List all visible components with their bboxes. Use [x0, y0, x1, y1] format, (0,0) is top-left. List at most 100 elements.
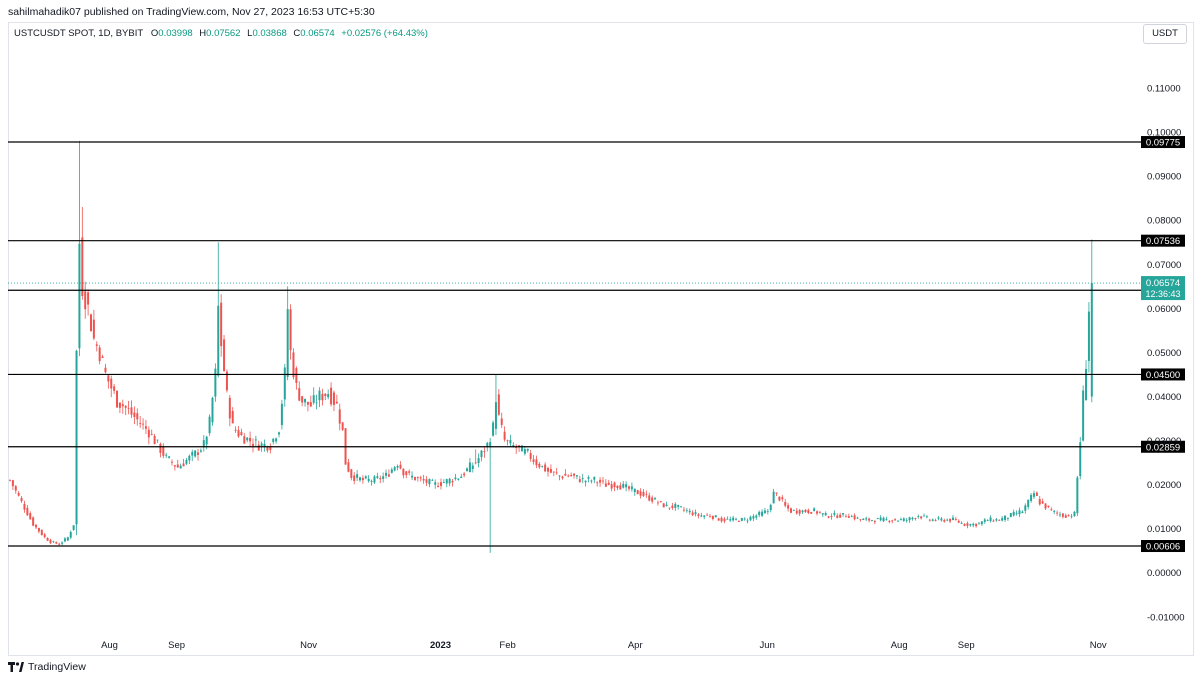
- candle-body: [656, 502, 659, 504]
- candle-body: [32, 517, 35, 526]
- y-tick-label: 0.00000: [1147, 568, 1181, 579]
- candle-body: [457, 478, 460, 480]
- low-value: 0.03868: [252, 28, 287, 39]
- candle-body: [1056, 512, 1059, 514]
- candle-body: [466, 468, 469, 471]
- candle-body: [978, 522, 981, 524]
- level-label-bg: [1141, 440, 1185, 453]
- candle-body: [471, 465, 474, 470]
- candle-body: [587, 477, 590, 479]
- chart-frame: [8, 22, 1194, 656]
- time-axis: Aug Sep Nov 2023 Feb Apr Jun Aug Sep Nov: [101, 640, 1107, 651]
- candle-body: [408, 471, 411, 473]
- candle-body: [1027, 499, 1030, 507]
- currency-button[interactable]: USDT: [1143, 24, 1187, 44]
- candle-body: [633, 488, 636, 493]
- candle-body: [251, 443, 254, 446]
- x-tick-label: Nov: [1090, 640, 1107, 651]
- candle-body: [197, 452, 200, 455]
- candle-body: [567, 475, 570, 477]
- candle-body: [726, 518, 729, 520]
- x-tick-label: Sep: [168, 640, 185, 651]
- candle-body: [868, 518, 871, 521]
- candle-body: [590, 480, 593, 482]
- y-tick-label: 0.06000: [1147, 304, 1181, 315]
- candle-body: [26, 507, 29, 516]
- candle-body: [396, 466, 399, 468]
- candle-body: [1047, 505, 1050, 507]
- candle-body: [81, 237, 84, 296]
- candle-body: [445, 479, 448, 484]
- candle-body: [477, 458, 480, 464]
- candle-body: [639, 491, 642, 496]
- bar-countdown-label: 12:36:43: [1145, 289, 1180, 299]
- candle-body: [740, 518, 743, 521]
- candle-body: [275, 438, 278, 442]
- candle-body: [1032, 493, 1035, 497]
- candle-body: [246, 437, 249, 441]
- candle-body: [842, 513, 845, 515]
- candle-body: [454, 477, 457, 480]
- candle-body: [943, 520, 946, 522]
- y-tick-label: 0.08000: [1147, 216, 1181, 227]
- candle-body: [1070, 516, 1073, 518]
- symbol-title[interactable]: USTCUSDT SPOT, 1D, BYBIT: [14, 28, 143, 39]
- candle-body: [599, 479, 602, 483]
- candle-body: [619, 485, 622, 490]
- candle-body: [966, 523, 969, 526]
- close-value: 0.06574: [300, 28, 335, 39]
- x-tick-label: Nov: [300, 640, 317, 651]
- candle-body: [607, 482, 610, 485]
- candle-body: [416, 477, 419, 479]
- candle-body: [150, 434, 153, 435]
- candle-body: [370, 481, 373, 482]
- high-label: H: [199, 28, 207, 39]
- candle-body: [700, 515, 703, 517]
- candle-body: [509, 440, 512, 444]
- candle-body: [500, 418, 503, 425]
- candle-body: [873, 521, 876, 523]
- tradingview-logo-icon: [8, 662, 24, 672]
- candle-body: [503, 431, 506, 440]
- candle-body: [1076, 477, 1079, 514]
- candle-body: [356, 474, 359, 478]
- candle-body: [850, 516, 853, 517]
- candle-body: [902, 518, 905, 521]
- candle-body: [665, 504, 668, 507]
- candle-body: [870, 520, 873, 522]
- candle-body: [784, 501, 787, 506]
- candle-body: [211, 397, 214, 423]
- candle-body: [729, 519, 732, 521]
- candle-body: [309, 402, 312, 407]
- candle-body: [613, 482, 616, 488]
- candle-body: [437, 485, 440, 487]
- candle-body: [622, 483, 625, 488]
- candle-body: [387, 474, 390, 477]
- candle-body: [651, 497, 654, 502]
- candle-body: [439, 482, 442, 486]
- level-label: 0.02859: [1146, 442, 1180, 453]
- candle-body: [350, 469, 353, 478]
- candle-body: [882, 517, 885, 522]
- candle-body: [604, 483, 607, 487]
- candle-body: [949, 518, 952, 522]
- candle-body: [361, 477, 364, 481]
- candle-body: [980, 521, 983, 525]
- candle-body: [411, 475, 414, 478]
- candle-body: [373, 476, 376, 483]
- candle-body: [338, 409, 341, 424]
- candle-body: [460, 476, 463, 478]
- candle-body: [492, 422, 495, 436]
- candle-body: [58, 543, 61, 545]
- candle-body: [292, 352, 295, 378]
- candle-body: [162, 446, 165, 456]
- candle-body: [807, 509, 810, 513]
- candle-body: [84, 291, 87, 310]
- open-value: 0.03998: [158, 28, 193, 39]
- candle-body: [63, 538, 66, 542]
- candle-body: [931, 519, 934, 521]
- candle-body: [240, 432, 243, 436]
- candle-body: [937, 517, 940, 519]
